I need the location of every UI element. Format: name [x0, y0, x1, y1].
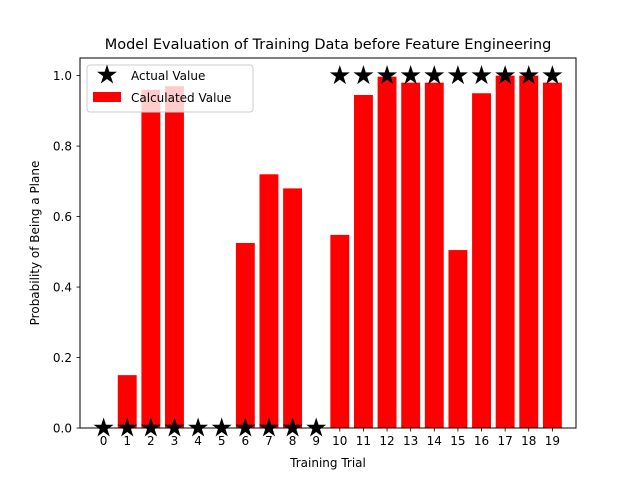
chart-title: Model Evaluation of Training Data before… [105, 37, 552, 53]
x-tick-label: 2 [147, 434, 155, 448]
star-point-trial-6 [235, 417, 256, 437]
legend: Actual Value Calculated Value [86, 64, 254, 113]
x-tick-label: 17 [498, 434, 513, 448]
bar-trial-15 [448, 250, 468, 428]
x-tick-label: 3 [171, 434, 179, 448]
x-tick-label: 6 [242, 434, 250, 448]
bar-trial-14 [424, 82, 444, 429]
y-tick-label: 0.8 [53, 139, 72, 153]
star-point-trial-8 [282, 417, 303, 437]
bars-layer [117, 75, 562, 429]
x-tick-label: 9 [312, 434, 320, 448]
x-tick-label: 14 [427, 434, 442, 448]
bar-trial-18 [519, 75, 539, 429]
star-point-trial-15 [447, 65, 468, 85]
legend-label-actual: Actual Value [131, 69, 205, 83]
legend-star-marker [97, 64, 117, 84]
plot-frame [79, 57, 577, 429]
x-tick-label: 12 [379, 434, 394, 448]
bar-trial-6 [235, 243, 255, 428]
x-tick-label: 13 [403, 434, 418, 448]
bar-trial-2 [141, 89, 161, 429]
star-point-trial-4 [188, 417, 209, 437]
bar-trial-10 [330, 234, 350, 428]
x-tick-label: 15 [450, 434, 465, 448]
x-tick-label: 8 [289, 434, 297, 448]
star-point-trial-0 [93, 417, 114, 437]
star-point-trial-19 [542, 65, 563, 85]
x-tick-label: 4 [194, 434, 202, 448]
x-tick-label: 10 [332, 434, 347, 448]
legend-label-calculated: Calculated Value [131, 91, 231, 105]
star-point-trial-13 [400, 65, 421, 85]
bar-trial-13 [401, 82, 421, 429]
legend-bar-swatch [93, 92, 121, 102]
star-point-trial-1 [117, 417, 138, 437]
stars-layer [93, 65, 563, 437]
x-axis: 0 1 2 3 4 5 6 7 8 9 10 11 12 13 14 15 16 17 18 19 [100, 428, 560, 448]
x-tick-label: 16 [474, 434, 489, 448]
star-point-trial-11 [353, 65, 374, 85]
x-axis-label: Training Trial [289, 456, 366, 470]
bar-trial-12 [377, 76, 397, 429]
bar-trial-19 [542, 82, 562, 429]
y-tick-label: 1.0 [53, 69, 72, 83]
x-tick-label: 0 [100, 434, 108, 448]
bar-trial-7 [259, 174, 279, 428]
star-point-trial-7 [258, 417, 279, 437]
star-point-trial-2 [140, 417, 161, 437]
legend-box [86, 64, 254, 113]
x-tick-label: 18 [521, 434, 536, 448]
y-tick-label: 0.6 [53, 210, 72, 224]
x-tick-label: 7 [265, 434, 273, 448]
x-tick-label: 5 [218, 434, 226, 448]
y-tick-label: 0.4 [53, 280, 72, 294]
star-point-trial-18 [518, 65, 539, 85]
star-point-trial-9 [306, 417, 327, 437]
bar-trial-8 [283, 188, 303, 428]
star-point-trial-5 [211, 417, 232, 437]
bar-trial-1 [117, 375, 137, 428]
bar-trial-11 [353, 95, 373, 428]
y-tick-label: 0.0 [53, 421, 72, 435]
star-point-trial-10 [329, 65, 350, 85]
x-tick-label: 11 [356, 434, 371, 448]
x-tick-label: 19 [545, 434, 560, 448]
x-tick-label: 1 [123, 434, 131, 448]
bar-trial-17 [495, 75, 515, 429]
y-axis: 0.0 0.2 0.4 0.6 0.8 1.0 [53, 69, 80, 435]
star-point-trial-12 [377, 65, 398, 85]
star-point-trial-16 [471, 65, 492, 85]
star-point-trial-17 [495, 65, 516, 85]
bar-trial-16 [472, 93, 491, 429]
bar-trial-3 [165, 86, 184, 428]
star-point-trial-14 [424, 65, 445, 85]
y-axis-label: Probability of Being a Plane [28, 161, 42, 326]
star-point-trial-3 [164, 417, 185, 437]
y-tick-label: 0.2 [53, 351, 72, 365]
